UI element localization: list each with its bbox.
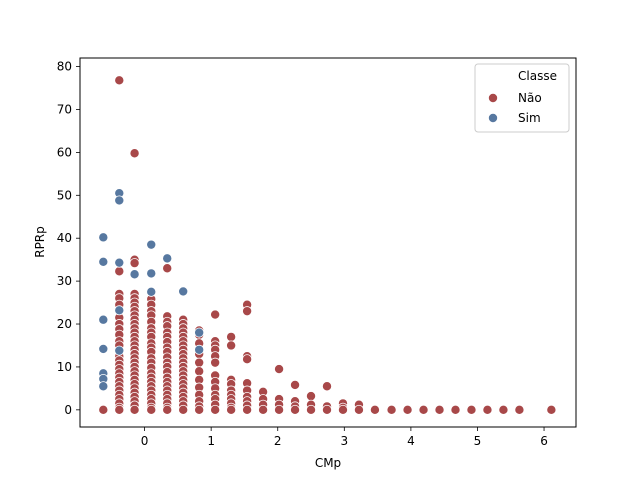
point-nao-139 [210,309,221,320]
point-nao-176 [274,364,285,375]
point-nao-201 [466,404,477,415]
point-nao-153 [226,340,237,351]
point-nao-180 [290,379,301,390]
point-nao-27 [114,404,125,415]
point-sim-9 [114,257,125,268]
point-sim-8 [114,195,125,206]
y-tick-label: 70 [57,102,72,116]
point-nao-192 [337,404,348,415]
point-sim-1 [98,256,109,267]
legend-marker-sim [487,113,498,124]
x-axis-label: CMp [315,456,341,470]
x-tick-label: 0 [141,434,149,448]
point-nao-194 [353,404,364,415]
y-tick-label: 30 [57,274,72,288]
x-tick-label: 3 [340,434,348,448]
point-nao-163 [242,306,253,317]
point-nao-197 [402,404,413,415]
point-nao-131 [194,357,205,368]
point-sim-2 [98,314,109,325]
legend: Classe Não Sim [474,63,570,133]
point-sim-17 [178,286,189,297]
x-tick-label: 4 [407,434,415,448]
point-nao-189 [321,404,332,415]
point-sim-13 [146,239,157,250]
point-nao-161 [226,404,237,415]
point-nao-82 [146,404,157,415]
point-nao-198 [418,404,429,415]
point-nao-195 [369,404,380,415]
x-tick-label: 5 [474,434,482,448]
y-tick-label: 0 [64,403,72,417]
point-sim-15 [146,286,157,297]
point-nao-1 [114,75,125,86]
y-axis: 0 10 20 30 40 50 60 70 80 [57,60,80,417]
point-nao-144 [210,357,221,368]
x-axis: 0 1 2 3 4 5 6 [141,427,548,448]
y-axis-label: RPRp [33,226,47,258]
point-nao-83 [162,263,173,274]
x-tick-label: 2 [274,434,282,448]
point-nao-0 [98,404,109,415]
point-sim-10 [114,305,125,316]
y-tick-label: 50 [57,188,72,202]
point-nao-199 [434,404,445,415]
point-sim-3 [98,343,109,354]
point-nao-165 [242,354,253,365]
point-nao-152 [226,331,237,342]
y-tick-label: 10 [57,360,72,374]
point-nao-2 [114,266,125,277]
point-nao-104 [162,404,173,415]
point-nao-30 [129,258,140,269]
point-sim-0 [98,232,109,243]
point-nao-28 [129,148,140,159]
point-nao-205 [546,404,557,415]
legend-label-nao: Não [518,91,542,105]
point-nao-196 [386,404,397,415]
point-nao-202 [482,404,493,415]
point-nao-203 [498,404,509,415]
point-nao-183 [290,404,301,415]
point-nao-175 [258,404,269,415]
point-nao-187 [321,381,332,392]
point-nao-179 [274,404,285,415]
points-layer [98,75,557,415]
x-tick-label: 6 [540,434,548,448]
point-sim-16 [162,253,173,264]
x-tick-label: 1 [207,434,215,448]
legend-marker-nao [487,93,498,104]
point-nao-204 [514,404,525,415]
point-sim-11 [114,345,125,356]
point-nao-184 [306,391,317,402]
legend-box [474,63,570,133]
plot-frame [79,57,577,428]
point-sim-12 [129,269,140,280]
point-nao-171 [242,404,253,415]
point-nao-138 [194,404,205,415]
point-nao-132 [194,366,205,377]
point-nao-200 [450,404,461,415]
point-sim-19 [194,344,205,355]
legend-title: Classe [518,69,557,83]
y-tick-label: 20 [57,317,72,331]
point-sim-18 [194,327,205,338]
point-nao-58 [129,404,140,415]
point-sim-14 [146,268,157,279]
point-nao-126 [178,404,189,415]
y-tick-label: 60 [57,145,72,159]
y-tick-label: 80 [57,60,72,74]
point-nao-151 [210,404,221,415]
legend-label-sim: Sim [518,111,541,125]
point-nao-186 [306,404,317,415]
point-sim-6 [98,381,109,392]
y-tick-label: 40 [57,231,72,245]
